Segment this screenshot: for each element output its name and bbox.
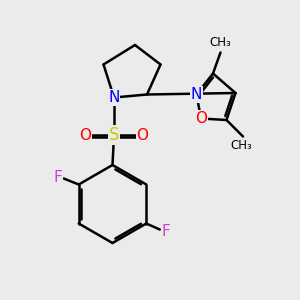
Text: CH₃: CH₃ — [210, 37, 231, 50]
Text: N: N — [191, 87, 202, 102]
Text: O: O — [136, 128, 148, 142]
Text: CH₃: CH₃ — [231, 140, 252, 152]
Text: O: O — [80, 128, 92, 142]
Text: N: N — [108, 90, 120, 105]
Text: O: O — [195, 111, 207, 126]
Text: F: F — [53, 169, 62, 184]
Text: S: S — [109, 126, 119, 144]
Text: F: F — [161, 224, 170, 238]
